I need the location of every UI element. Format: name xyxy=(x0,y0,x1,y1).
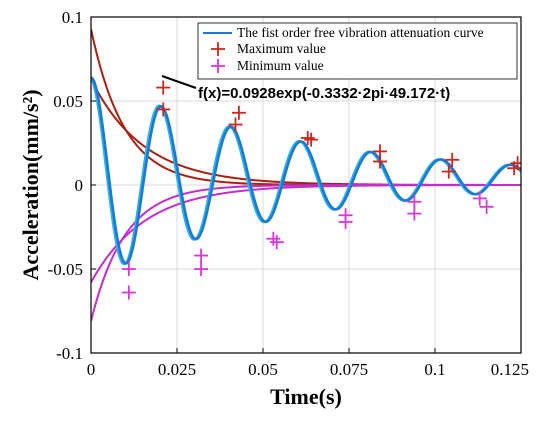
maximum-marker xyxy=(441,164,456,179)
x-tick-label: 0.125 xyxy=(491,360,529,379)
maximum-marker xyxy=(300,130,315,145)
x-tick-label: 0 xyxy=(87,360,96,379)
legend-label-curve: The fist order free vibration attenuatio… xyxy=(237,25,484,40)
minimum-marker xyxy=(194,262,209,276)
legend-label-maximum: Maximum value xyxy=(237,41,326,56)
minimum-marker xyxy=(338,208,353,223)
fit-equation-annotation: f(x)=0.0928exp(-0.3332·2pi·49.172·t) xyxy=(198,85,450,102)
x-tick-label: 0.075 xyxy=(330,360,368,379)
minimum-marker xyxy=(194,248,209,263)
envelope-fit-curve xyxy=(91,184,521,283)
plot-data xyxy=(91,28,521,322)
legend-label-minimum: Minimum value xyxy=(237,58,324,73)
minimum-marker xyxy=(479,199,494,214)
legend: The fist order free vibration attenuatio… xyxy=(197,22,518,80)
minimum-marker xyxy=(407,206,422,221)
legend-swatch-minimum xyxy=(211,59,225,73)
maximum-marker xyxy=(445,152,460,167)
minimum-marker xyxy=(266,231,281,246)
x-tick-label: 0.05 xyxy=(248,360,278,379)
axis-ticks: 0 0.025 0.05 0.075 0.1 0.125 -0.1 -0.05 0 0.05 0.1 xyxy=(48,8,529,379)
x-tick-label: 0.025 xyxy=(158,360,196,379)
y-tick-label: -0.05 xyxy=(48,260,83,279)
minimum-marker xyxy=(472,191,487,206)
y-tick-label: -0.1 xyxy=(56,344,83,363)
annotation-pointer xyxy=(161,75,197,89)
maximum-marker xyxy=(507,161,521,176)
maximum-marker xyxy=(231,105,246,120)
x-tick-label: 0.1 xyxy=(424,360,445,379)
y-axis-title: Acceleration(mm/s²) xyxy=(18,89,43,280)
y-tick-label: 0.05 xyxy=(53,92,83,111)
legend-box xyxy=(197,22,518,80)
y-tick-label: 0 xyxy=(75,176,84,195)
maximum-marker xyxy=(304,132,319,147)
legend-swatch-maximum xyxy=(211,42,225,56)
maximum-marker xyxy=(228,117,243,132)
x-axis-title: Time(s) xyxy=(270,384,342,409)
minimum-marker xyxy=(407,194,422,209)
maximum-marker xyxy=(156,102,171,117)
maximum-marker xyxy=(156,80,171,95)
minimum-marker xyxy=(269,235,284,250)
minimum-marker xyxy=(121,285,136,300)
minimum-marker xyxy=(121,262,136,276)
y-tick-label: 0.1 xyxy=(62,8,83,27)
maximum-marker xyxy=(372,154,387,169)
